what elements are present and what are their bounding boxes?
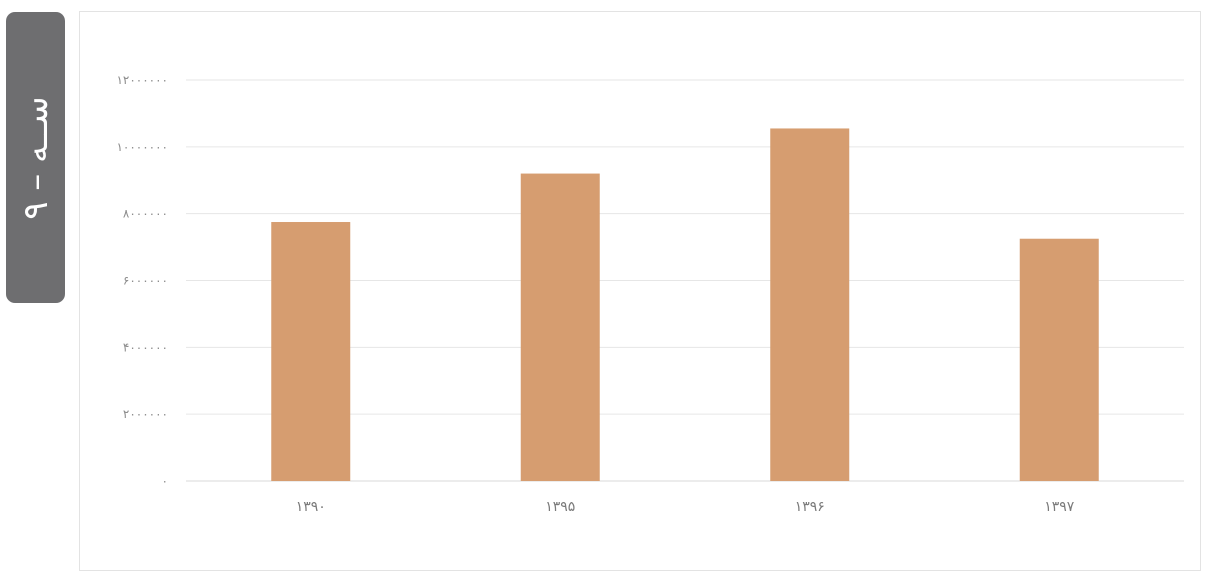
bar <box>271 222 351 482</box>
side-tab: ســه – ۹ <box>6 12 65 303</box>
x-tick-label: ۱۳۹۷ <box>1044 499 1075 515</box>
y-tick-label: ۱۰۰۰۰۰۰۰ <box>116 140 168 154</box>
chart-frame <box>79 11 1201 571</box>
x-tick-label: ۱۳۹۶ <box>795 499 825 515</box>
y-tick-label: ۸۰۰۰۰۰۰ <box>123 207 168 221</box>
x-tick-label: ۱۳۹۰ <box>296 499 326 515</box>
y-tick-label: ۶۰۰۰۰۰۰ <box>123 274 168 288</box>
bar <box>770 128 850 481</box>
y-tick-label: ۱۲۰۰۰۰۰۰ <box>116 73 168 87</box>
y-tick-label: ۴۰۰۰۰۰۰ <box>123 340 168 354</box>
bar <box>520 173 600 482</box>
y-tick-label: ۰ <box>162 474 168 488</box>
y-tick-label: ۲۰۰۰۰۰۰ <box>123 407 168 421</box>
x-tick-label: ۱۳۹۵ <box>545 499 575 515</box>
bar <box>1019 238 1099 481</box>
